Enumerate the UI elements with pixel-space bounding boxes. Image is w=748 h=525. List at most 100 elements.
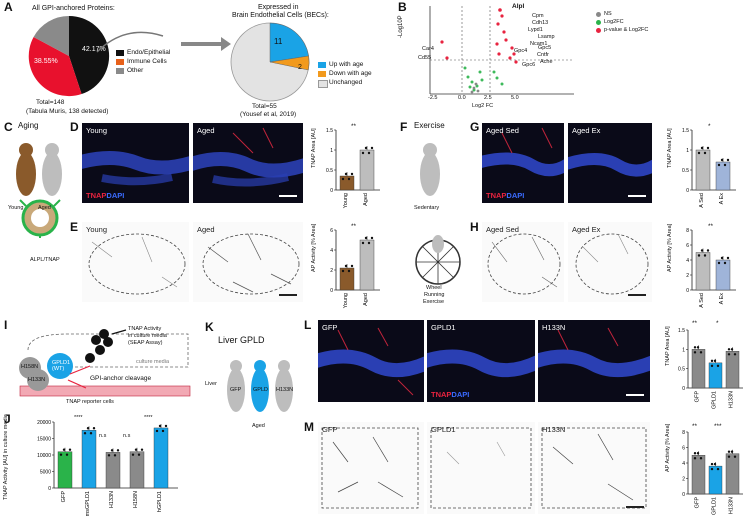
micrograph-m-gpld1: GPLD1 [427,422,535,514]
data-point [155,429,159,433]
scalebar-h [628,294,646,296]
data-point [730,348,734,351]
y-tick-label: 1 [686,148,689,154]
panel-label-i: I [4,318,8,332]
x-tick-label: A Ex [719,193,725,205]
pie-left-red-pct: 38.55% [34,58,58,65]
bar-chart-m: 0 2 4 6 8 GFP GPLD1 H133N [682,430,743,515]
stain-dapi: DAPI [451,390,470,399]
wheel-label: Wheel [426,285,442,291]
micrograph-h-ex-label: Aged Ex [572,225,601,234]
bar-a-ex [715,161,731,191]
pie-right [230,22,310,102]
y-tick-label: 2 [686,273,689,279]
panel-label-f: F [400,120,408,134]
bar-chart-d: 0 0.5 1 1.5 Young Aged [326,128,380,208]
data-point [706,249,710,252]
x-tick-label: GFP [695,391,701,403]
i-cleavage: GPI-anchor cleavage [90,375,152,382]
micrograph-l-h133n: H133N [538,320,650,402]
i-gpld1-label: GPLD1 [52,360,71,366]
chart-l-sig-0: ** [692,320,698,327]
legend-label-immune: Immune Cells [127,58,167,65]
gene-label-ncam1: Ncam1 [530,41,548,47]
exercise-label: Exercise [423,299,445,305]
data-point [344,172,348,176]
gene-label-cpm: Cpm [532,13,544,19]
exercise-title: Exercise [414,121,445,130]
x-tick-label: H158N [133,491,139,508]
stain-legend-l: TNAPDAPI [431,390,469,399]
data-point [350,172,354,176]
data-point [697,254,701,257]
micrograph-l-gfp: GFP [318,320,424,402]
reporter-diagram [19,329,191,397]
chart-d-ylabel: TNAP Area [AU] [311,128,317,168]
data-point [59,453,63,456]
panel-label-e: E [70,220,79,234]
data-point [693,452,697,455]
micrograph-d-aged-label: Aged [197,126,215,135]
y-tick-label: 2 [682,477,685,483]
y-tick-label: 0 [330,288,333,294]
mouse-young-label: Young [8,205,24,211]
y-tick-label: 0 [330,188,333,194]
pie-right-title-1: Expressed in [258,4,299,11]
bar-hgpld1 [153,427,169,489]
y-tick-label: 4 [682,461,685,467]
micrograph-h-sed-label: Aged Sed [486,225,519,234]
data-point [727,348,731,351]
bar-a-sed [695,149,711,191]
data-point [367,151,371,155]
stain-legend-d: TNAPDAPI [86,191,124,200]
scalebar-l [626,394,644,396]
y-tick-label: 1 [330,148,333,154]
micrograph-m-h133n: H133N [538,422,650,514]
micrograph-h-ex: Aged Ex [568,222,652,302]
legend-swatch-endo [116,50,124,56]
data-point [716,364,720,368]
micrograph-e-young-label: Young [86,225,107,234]
legend-swatch-other [116,68,124,74]
micrograph-l-h133n-label: H133N [542,323,566,332]
x-tick-label: H133N [109,491,115,508]
aging-title: Aging [18,121,39,130]
stain-tnap: TNAP [486,191,507,200]
mouse-h133n-label: H133N [276,387,294,393]
data-point [370,146,374,150]
aged-label: Aged [252,423,265,429]
i-tnap-activity: TNAP Activity [128,326,162,332]
volcano-xtick-0: -2.5 [428,95,438,101]
panel-label-c: C [4,120,13,134]
x-tick-label: hGPLD1 [157,491,163,512]
bar-chart-g: 0 0.5 1 1.5 A Sed A Ex [682,128,736,208]
pie-right-source: (Yousef et al, 2019) [240,111,297,118]
data-point [364,146,368,150]
legend-label-other: Other [127,67,144,74]
bar-gfp [691,455,706,495]
volcano-xlabel: Log2 FC [472,103,494,109]
chart-m-sig-1: *** [714,423,722,430]
micrograph-m-gfp: GFP [318,422,424,514]
legend-dot-both [596,28,601,33]
i-h133n: H133N [28,377,46,383]
chart-j-sig-2: n.s [123,433,131,439]
data-point [361,241,365,245]
y-tick-label: 8 [686,228,689,234]
bar-h133n [725,351,740,389]
bar-gfp [691,349,706,389]
pie-left-title: All GPI-anchored Proteins: [32,5,115,12]
stain-tnap: TNAP [86,191,107,200]
exercise-illustration [415,143,461,285]
data-point [717,163,721,167]
bar-a-sed [695,252,711,291]
gene-label-gpc4: Gpc4 [514,48,528,54]
x-tick-label: H133N [729,391,735,408]
liver-mice-illustration [227,360,293,412]
bar-h133n [725,453,740,495]
chart-g-sig: * [708,123,711,130]
chart-g-ylabel: TNAP Area [AU] [667,128,673,168]
data-point [89,432,93,435]
data-point [164,424,168,428]
data-point [697,151,701,155]
